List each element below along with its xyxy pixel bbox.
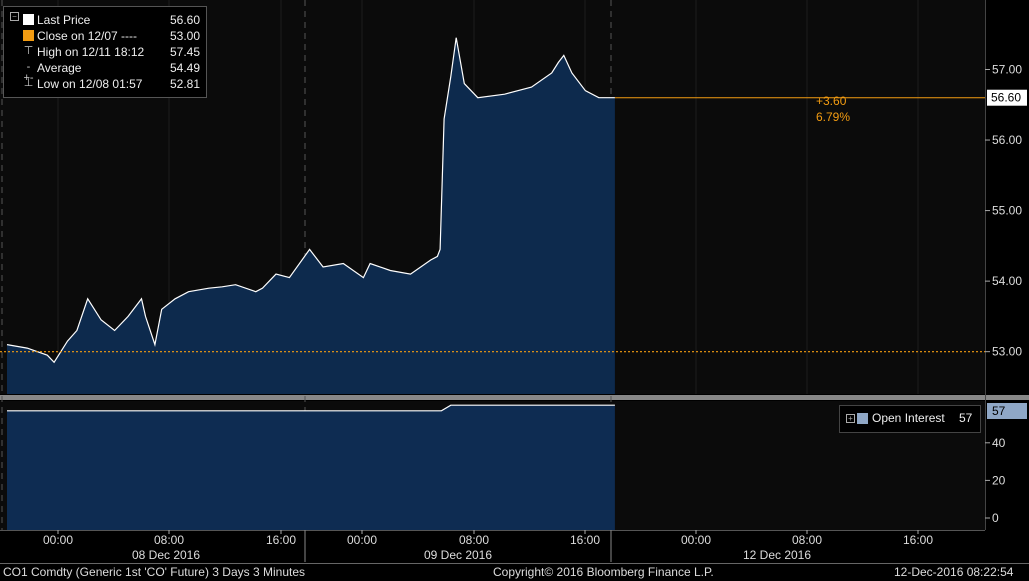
open-interest-legend: + Open Interest 57 [839,405,981,433]
legend-item-last-price: Last Price 56.60 [4,12,206,28]
legend-label: Low on 12/08 01:57 [37,77,143,91]
y-axis-tick-label: 57.00 [992,62,1022,76]
legend-item-average: -+- Average 54.49 [4,60,206,84]
legend-value: 57.45 [169,45,200,59]
legend-collapse-icon[interactable]: − [10,12,19,21]
legend-value: 52.81 [169,77,200,91]
legend-item-high: ⊤ High on 12/11 18:12 57.45 [4,44,206,60]
legend-label: Average [37,61,82,75]
oi-axis-tick-label: 20 [992,473,1006,487]
y-axis-tick-label: 53.00 [992,345,1022,359]
legend-label: Close on 12/07 ---- [37,29,138,43]
x-axis-tick-label: 16:00 [266,533,296,547]
orange-square-icon [23,30,34,41]
legend-label: Last Price [37,13,91,27]
x-axis-tick-label: 00:00 [347,533,377,547]
legend-item-low: ⊥ Low on 12/08 01:57 52.81 [4,76,206,92]
x-axis-tick-label: 00:00 [43,533,73,547]
y-axis-tick-label: 55.00 [992,204,1022,218]
change-abs-label: +3.60 [816,94,847,108]
y-axis-tick-label: 54.00 [992,274,1022,288]
legend-value: 54.49 [169,61,200,75]
footer-security-description: CO1 Comdty (Generic 1st 'CO' Future) 3 D… [3,565,306,579]
open-interest-series-line [7,404,615,412]
x-axis-date-label: 08 Dec 2016 [132,548,200,562]
x-axis-tick-label: 16:00 [903,533,933,547]
open-interest-value: 57 [959,411,973,425]
open-interest-label: Open Interest [872,411,945,425]
expand-icon[interactable]: + [846,414,855,423]
average-marker-icon: -+- [23,61,34,84]
chart-legend: − Last Price 56.60 Close on 12/07 ---- 5… [3,6,207,98]
open-interest-area-fill [7,405,615,530]
x-axis-date-label: 09 Dec 2016 [424,548,492,562]
white-square-icon [23,14,34,25]
legend-value: 53.00 [169,29,200,43]
oi-value-tag-label: 57 [992,404,1006,418]
oi-value-tag [987,403,1027,419]
legend-value: 56.60 [169,13,200,27]
footer-timestamp: 12-Dec-2016 08:22:54 [894,565,1014,579]
price-series-line [6,37,615,364]
x-axis-tick-label: 16:00 [570,533,600,547]
price-area-fill [7,37,615,394]
open-interest-swatch-icon [857,413,868,424]
x-axis-tick-label: 00:00 [681,533,711,547]
change-pct-label: 6.79% [816,110,850,124]
high-marker-icon: ⊤ [23,45,34,57]
y-axis-tick-label: 56.00 [992,133,1022,147]
last-price-tag [987,89,1027,106]
oi-axis-tick-label: 40 [992,436,1006,450]
panel-divider [0,395,1029,400]
footer-copyright: Copyright© 2016 Bloomberg Finance L.P. [493,565,714,579]
legend-label: High on 12/11 18:12 [37,45,145,59]
x-axis-tick-label: 08:00 [792,533,822,547]
x-axis-date-label: 12 Dec 2016 [743,548,811,562]
x-axis-tick-label: 08:00 [459,533,489,547]
legend-item-close: Close on 12/07 ---- 53.00 [4,28,206,44]
low-marker-icon: ⊥ [23,77,34,89]
last-price-tag-label: 56.60 [991,91,1021,105]
oi-axis-tick-label: 0 [992,511,999,525]
x-axis-tick-label: 08:00 [154,533,184,547]
